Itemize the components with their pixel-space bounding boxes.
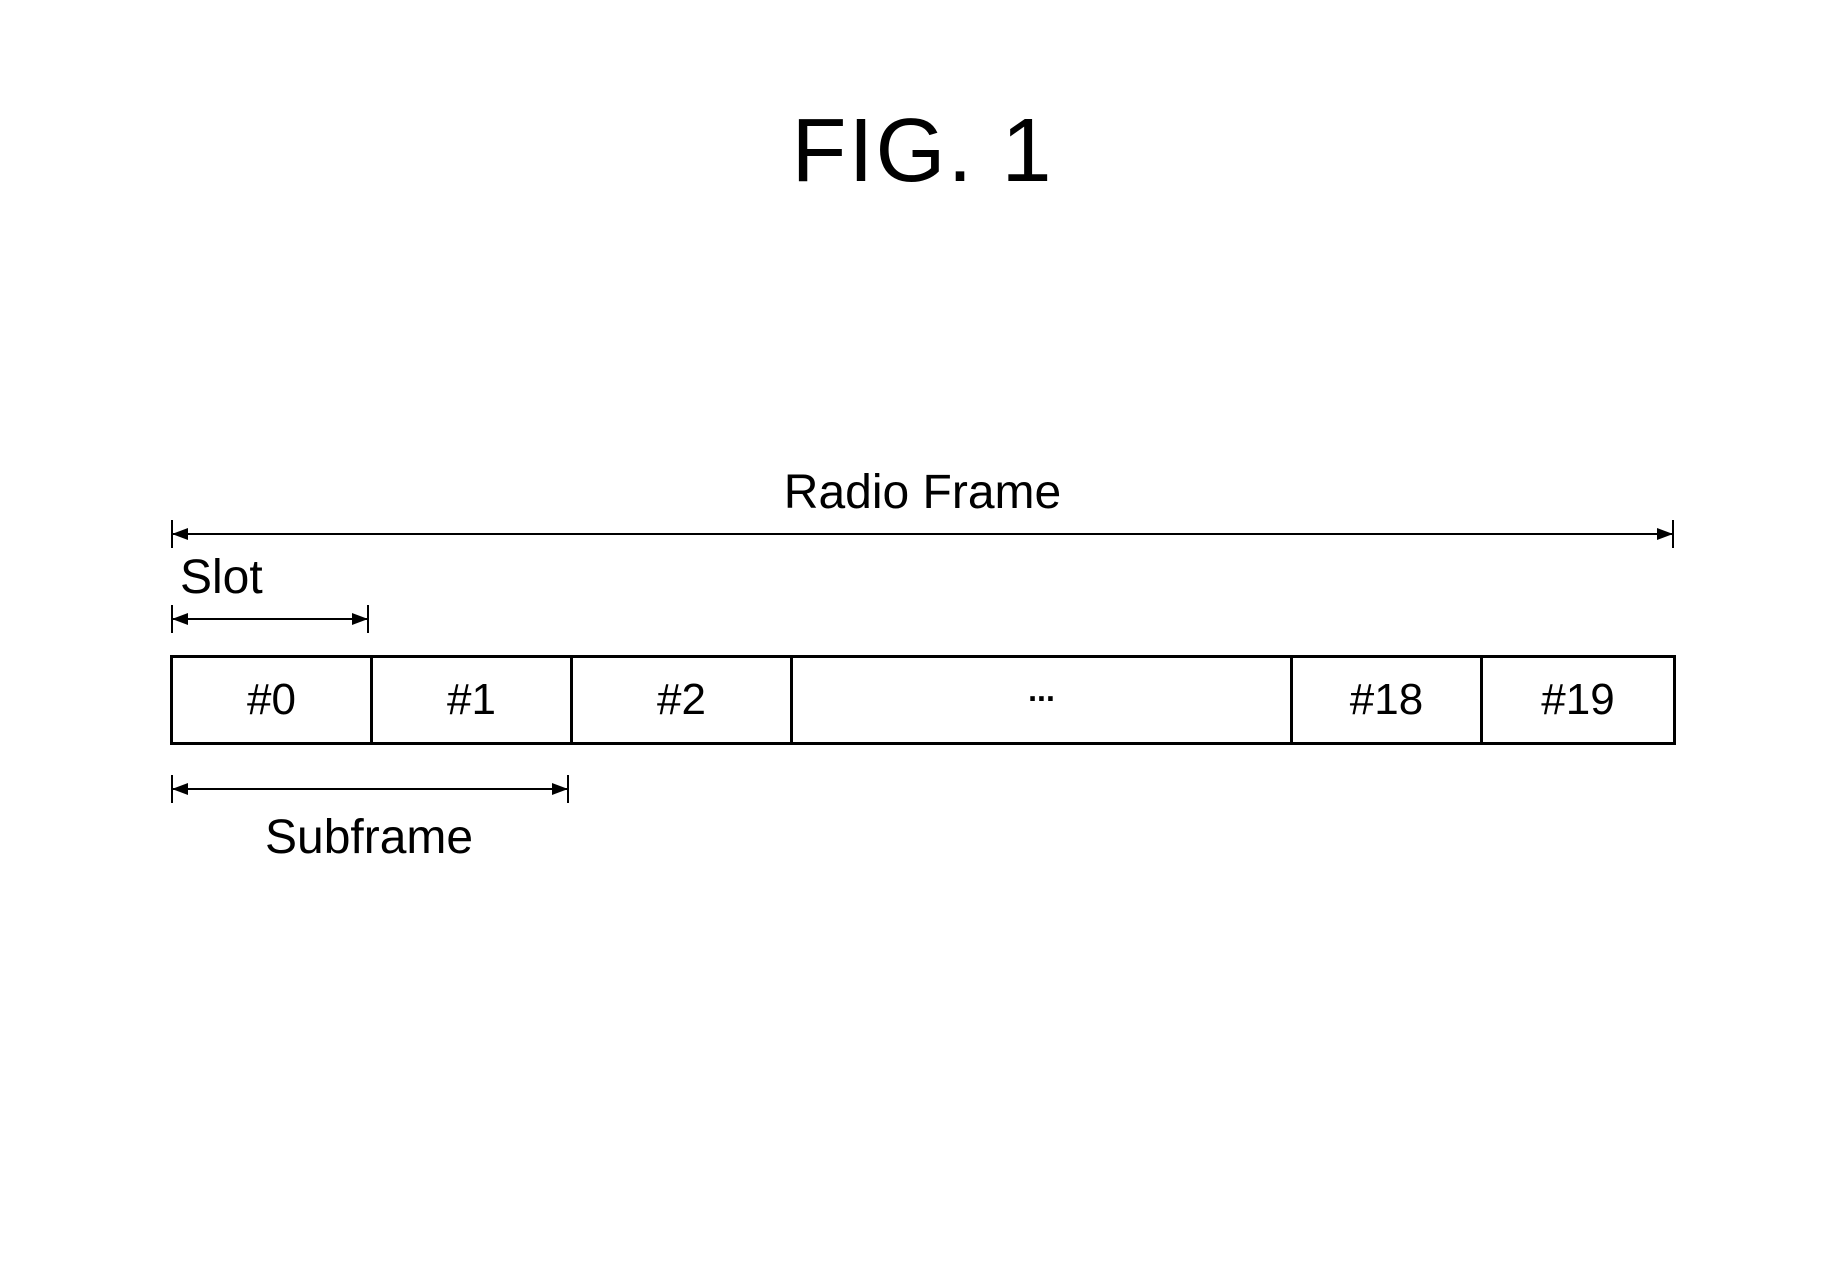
radio-frame-arrow	[170, 520, 1675, 550]
figure-title: FIG. 1	[791, 100, 1053, 203]
slot-cell-0: #0	[173, 658, 373, 742]
radio-frame-label: Radio Frame	[784, 465, 1061, 520]
slots-row: #0 #1 #2 ... #18 #19	[170, 655, 1676, 745]
slot-cell-1: #1	[373, 658, 573, 742]
slot-cell-2: #2	[573, 658, 793, 742]
slot-cell-18: #18	[1293, 658, 1483, 742]
slot-cell-19: #19	[1483, 658, 1673, 742]
slot-cell-ellipsis: ...	[793, 658, 1293, 742]
ellipsis-icon: ...	[1028, 672, 1055, 709]
slot-label: Slot	[180, 550, 263, 605]
subframe-label: Subframe	[265, 810, 473, 865]
subframe-arrow	[170, 775, 570, 805]
slot-arrow	[170, 605, 370, 635]
